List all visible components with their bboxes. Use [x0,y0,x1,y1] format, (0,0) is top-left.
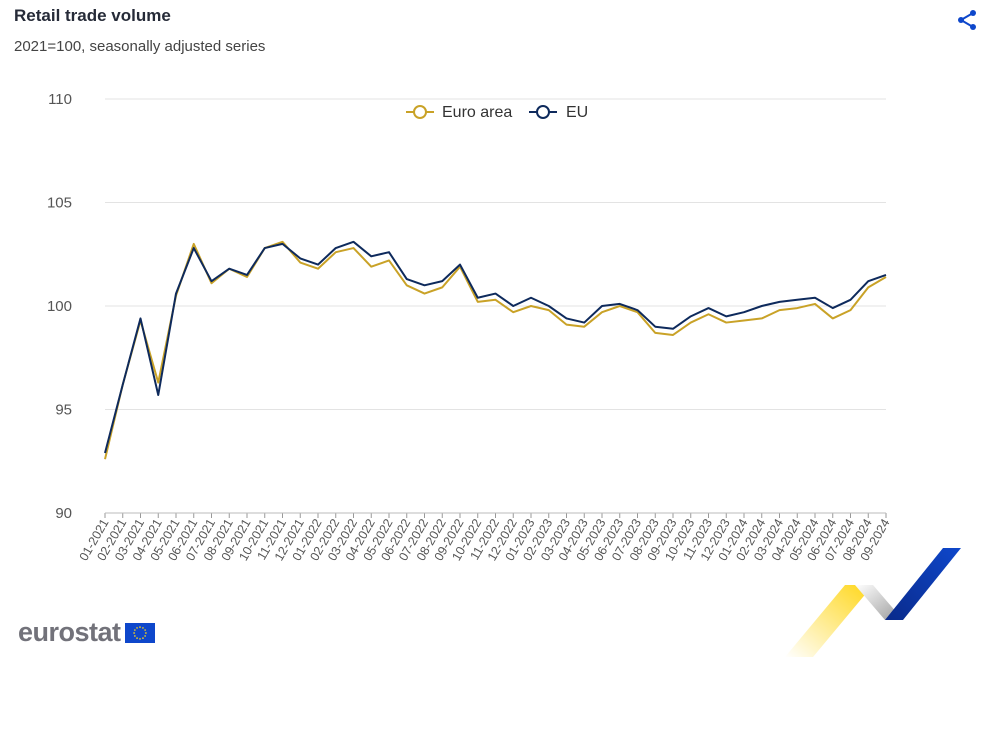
eu-flag-icon [124,622,155,643]
brand-ribbon-decoration [785,548,961,657]
y-axis: 90 95 100 105 110 [47,91,72,522]
series-lines [104,240,887,460]
series-line-eu[interactable] [104,240,887,454]
x-axis: 01-202102-202103-202104-202105-202106-20… [77,512,893,563]
grid-lines [105,98,886,514]
legend-item-eu[interactable]: EU [529,104,588,121]
y-tick-label: 95 [55,402,72,419]
chart-title: Retail trade volume [14,6,171,25]
y-tick-label: 90 [55,505,72,522]
line-chart: 90 95 100 105 110 01-202102-202103-202104-20… [47,91,893,563]
legend-label-eu: EU [566,104,588,121]
y-tick-label: 110 [48,91,72,108]
legend-label-euro-area: Euro area [442,104,512,121]
legend: Euro area EU [406,104,588,121]
y-tick-label: 105 [47,195,72,212]
share-icon[interactable] [955,8,979,32]
legend-item-euro-area[interactable]: Euro area [406,104,512,121]
eurostat-logo[interactable]: eurostat [18,617,155,648]
chart-subtitle: 2021=100, seasonally adjusted series [14,38,266,55]
logo-text: eurostat [18,617,121,647]
y-tick-label: 100 [47,298,72,315]
